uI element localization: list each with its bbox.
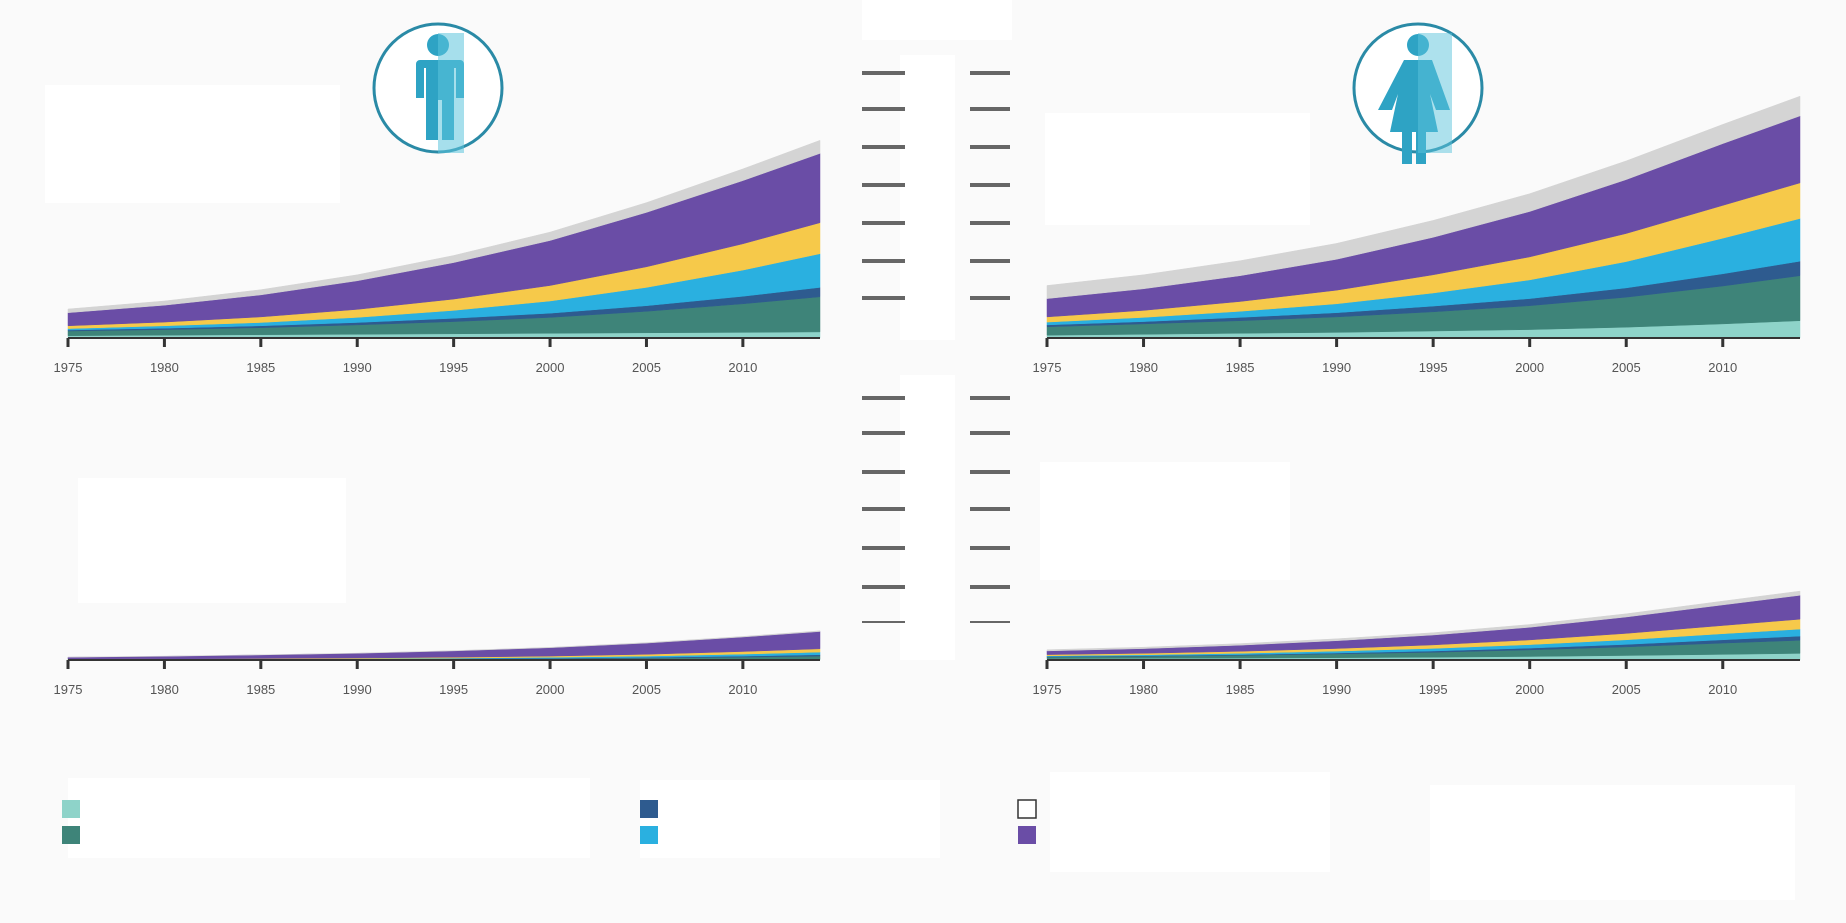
area-s7 — [67, 630, 821, 658]
area-s7 — [1046, 95, 1801, 299]
x-tick-label: 1980 — [1129, 360, 1158, 375]
x-tick-label: 1985 — [1226, 682, 1255, 697]
blank-label-area — [45, 85, 340, 203]
blank-label-area — [68, 778, 590, 858]
x-tick-label: 2000 — [1515, 682, 1544, 697]
x-tick-label: 2005 — [632, 682, 661, 697]
chart-male-top: 1975 1980 1985 1990 1995 2000 2005 2010 — [54, 139, 821, 375]
x-tick-label: 1975 — [1033, 682, 1062, 697]
x-tick-label: 1980 — [1129, 682, 1158, 697]
x-tick-label: 2005 — [1612, 360, 1641, 375]
legend-swatch — [62, 800, 80, 818]
area-s7 — [1046, 590, 1801, 652]
male-person-icon — [372, 22, 504, 154]
x-tick-label: 1975 — [1033, 360, 1062, 375]
x-tick-label: 1990 — [1322, 682, 1351, 697]
x-tick-label: 2000 — [1515, 360, 1544, 375]
legend-swatch — [1018, 826, 1036, 844]
x-tick-label: 1975 — [54, 682, 83, 697]
x-tick-label: 1995 — [439, 682, 468, 697]
blank-label-area — [1430, 785, 1795, 900]
legend-swatch — [62, 826, 80, 844]
x-tick-label: 2010 — [728, 360, 757, 375]
x-tick-label: 1980 — [150, 360, 179, 375]
x-tick-label: 1985 — [1226, 360, 1255, 375]
x-tick-label: 2005 — [632, 360, 661, 375]
blank-label-area — [640, 780, 940, 858]
shade — [438, 33, 464, 153]
chart-female-bottom: 1975 1980 1985 1990 1995 2000 2005 2010 — [1033, 590, 1801, 697]
blank-label-area — [900, 55, 955, 340]
x-tick-label: 2000 — [536, 360, 565, 375]
x-tick-label: 2000 — [536, 682, 565, 697]
x-tick-label: 1995 — [1419, 682, 1448, 697]
female-person-icon — [1352, 22, 1484, 164]
x-tick-label: 2010 — [1708, 682, 1737, 697]
x-tick-label: 1995 — [439, 360, 468, 375]
x-tick-label: 2010 — [1708, 360, 1737, 375]
x-tick-label: 1995 — [1419, 360, 1448, 375]
x-tick-label: 1980 — [150, 682, 179, 697]
x-tick-label: 1990 — [1322, 360, 1351, 375]
area-s7 — [67, 139, 821, 313]
blank-label-area — [78, 478, 346, 603]
blank-label-area — [900, 375, 955, 660]
x-tick-label: 2005 — [1612, 682, 1641, 697]
legend-swatch — [1017, 799, 1037, 819]
blank-label-area — [1045, 113, 1310, 225]
x-tick-label: 1985 — [246, 682, 275, 697]
blank-label-area — [1040, 462, 1290, 580]
x-tick-label: 1985 — [246, 360, 275, 375]
blank-label-area — [862, 0, 1012, 40]
shade — [1418, 33, 1452, 153]
legend-swatch — [640, 800, 658, 818]
x-tick-label: 1990 — [343, 682, 372, 697]
x-tick-label: 1990 — [343, 360, 372, 375]
chart-female-top: 1975 1980 1985 1990 1995 2000 2005 2010 — [1033, 95, 1801, 375]
x-tick-label: 2010 — [728, 682, 757, 697]
legend-swatch — [640, 826, 658, 844]
blank-label-area — [1050, 772, 1330, 872]
chart-male-bottom: 1975 1980 1985 1990 1995 2000 2005 2010 — [54, 630, 821, 697]
x-tick-label: 1975 — [54, 360, 83, 375]
